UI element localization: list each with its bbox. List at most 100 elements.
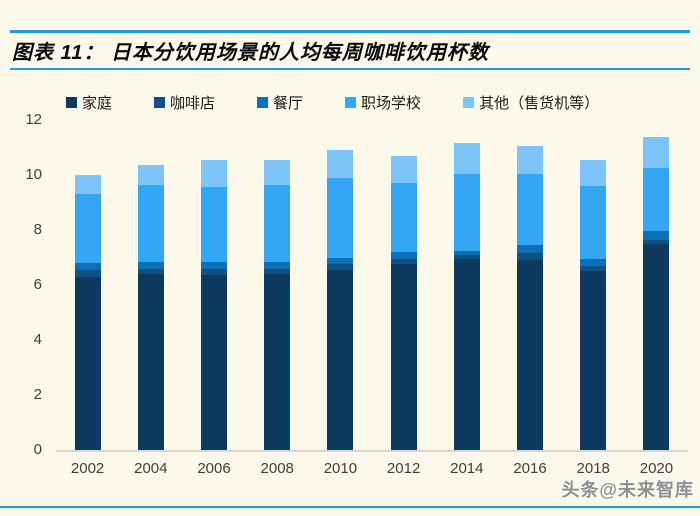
bar-segment-other-vending [453, 143, 480, 174]
legend-label: 家庭 [82, 95, 113, 112]
legend-item-workplace-school: 职场学校 [345, 92, 421, 113]
footer-rule [0, 506, 700, 508]
bar-column-2018 [562, 120, 625, 450]
bar-segment-workplace-school [74, 194, 101, 263]
x-tick-label: 2004 [134, 460, 168, 477]
stacked-bar [390, 155, 417, 450]
bar-segment-home [201, 275, 227, 450]
bar-segment-home [327, 269, 354, 450]
bar-segment-workplace-school [390, 183, 417, 252]
legend-item-restaurant: 餐厅 [257, 92, 303, 113]
y-tick-label: 2 [33, 386, 42, 403]
bar-column-2012 [372, 120, 435, 450]
watermark: 头条@未来智库 [561, 480, 694, 500]
stacked-bar [201, 159, 227, 450]
bar-segment-restaurant [201, 261, 227, 269]
bar-segment-restaurant [390, 252, 417, 259]
bar-segment-other-vending [201, 159, 227, 188]
bar-segment-other-vending [580, 159, 607, 186]
bar-segment-coffee-shop [137, 268, 164, 274]
stacked-bar [580, 159, 607, 450]
chart-title: 图表 11： 日本分饮用场景的人均每周咖啡饮用杯数 [12, 42, 489, 64]
bar-column-2020 [625, 120, 688, 450]
bar-segment-other-vending [327, 150, 354, 178]
bar-segment-other-vending [517, 146, 544, 174]
bar-segment-coffee-shop [264, 268, 291, 274]
bar-segment-workplace-school [453, 173, 480, 251]
bar-column-2006 [182, 120, 245, 450]
stacked-bar [327, 150, 354, 450]
bar-segment-home [264, 274, 291, 450]
bar-segment-restaurant [137, 261, 164, 269]
bar-segment-restaurant [580, 258, 607, 266]
legend-swatch-icon [463, 97, 475, 108]
bar-segment-other-vending [390, 155, 417, 184]
stacked-bar [643, 136, 670, 450]
y-tick-label: 6 [33, 276, 42, 293]
legend-label: 其他（售货机等） [479, 95, 600, 112]
x-tick-label: 2002 [70, 460, 105, 477]
bar-segment-workplace-school [327, 177, 354, 258]
bar-segment-restaurant [327, 257, 354, 265]
x-tick-label: 2010 [323, 460, 358, 477]
bar-segment-coffee-shop [580, 265, 607, 272]
bar-segment-workplace-school [137, 184, 164, 262]
legend-swatch-icon [345, 97, 357, 108]
y-tick-label: 10 [25, 166, 42, 183]
bar-column-2004 [119, 120, 182, 450]
bar-segment-other-vending [643, 136, 670, 169]
legend-label: 职场学校 [361, 95, 422, 112]
bar-segment-restaurant [74, 263, 101, 270]
legend-swatch-icon [66, 97, 77, 108]
bar-segment-coffee-shop [74, 269, 101, 277]
bar-segment-home [390, 264, 417, 450]
bar-segment-coffee-shop [643, 239, 670, 244]
y-axis: 0 2 4 6 8 10 12 [0, 111, 50, 458]
x-axis: 2002 2004 2006 2008 2010 2012 2014 2016 2018 2020 [56, 460, 688, 477]
bar-segment-workplace-school [201, 187, 227, 262]
bar-column-2014 [435, 120, 498, 450]
x-tick-label: 2020 [639, 460, 674, 477]
bar-column-2002 [56, 120, 119, 450]
bar-segment-coffee-shop [201, 268, 227, 276]
legend-item-home: 家庭 [66, 92, 112, 113]
legend-item-other-vending: 其他（售货机等） [463, 92, 599, 113]
bar-segment-coffee-shop [517, 253, 544, 261]
y-tick-label: 12 [25, 111, 42, 128]
bar-column-2008 [246, 120, 309, 450]
stacked-bar [453, 143, 480, 450]
stacked-bar [517, 146, 544, 450]
bar-segment-other-vending [264, 159, 291, 185]
bar-segment-restaurant [453, 250, 480, 255]
legend-label: 咖啡店 [170, 95, 216, 112]
title-top-rule [10, 30, 690, 33]
legend-swatch-icon [154, 97, 166, 108]
legend-item-coffee-shop: 咖啡店 [154, 92, 215, 113]
bar-segment-workplace-school [264, 184, 291, 262]
x-tick-label: 2014 [450, 460, 484, 477]
bar-segment-coffee-shop [327, 264, 354, 270]
bar-segment-workplace-school [517, 173, 544, 246]
x-tick-label: 2006 [197, 460, 231, 477]
bar-segment-home [74, 276, 101, 450]
bar-segment-workplace-school [580, 186, 607, 259]
bar-segment-restaurant [264, 261, 291, 269]
legend-swatch-icon [257, 97, 269, 108]
y-tick-label: 0 [33, 441, 42, 458]
x-tick-label: 2018 [576, 460, 610, 477]
bar-segment-home [643, 243, 670, 450]
chart-legend: 家庭 咖啡店 餐厅 职场学校 其他（售货机等） [66, 92, 684, 113]
bar-segment-home [453, 258, 480, 450]
bar-segment-home [137, 274, 164, 450]
bar-segment-coffee-shop [453, 254, 480, 259]
title-bottom-rule [10, 68, 690, 70]
legend-label: 餐厅 [273, 95, 304, 112]
bar-segment-workplace-school [643, 168, 670, 232]
bar-segment-restaurant [517, 245, 544, 254]
stacked-bar-chart: 0 2 4 6 8 10 12 2002 2004 2006 2008 2010 2012 2014 20… [0, 111, 700, 500]
x-tick-label: 2016 [513, 460, 547, 477]
y-tick-label: 4 [33, 331, 42, 348]
stacked-bar [74, 175, 101, 450]
bar-segment-home [517, 260, 544, 450]
